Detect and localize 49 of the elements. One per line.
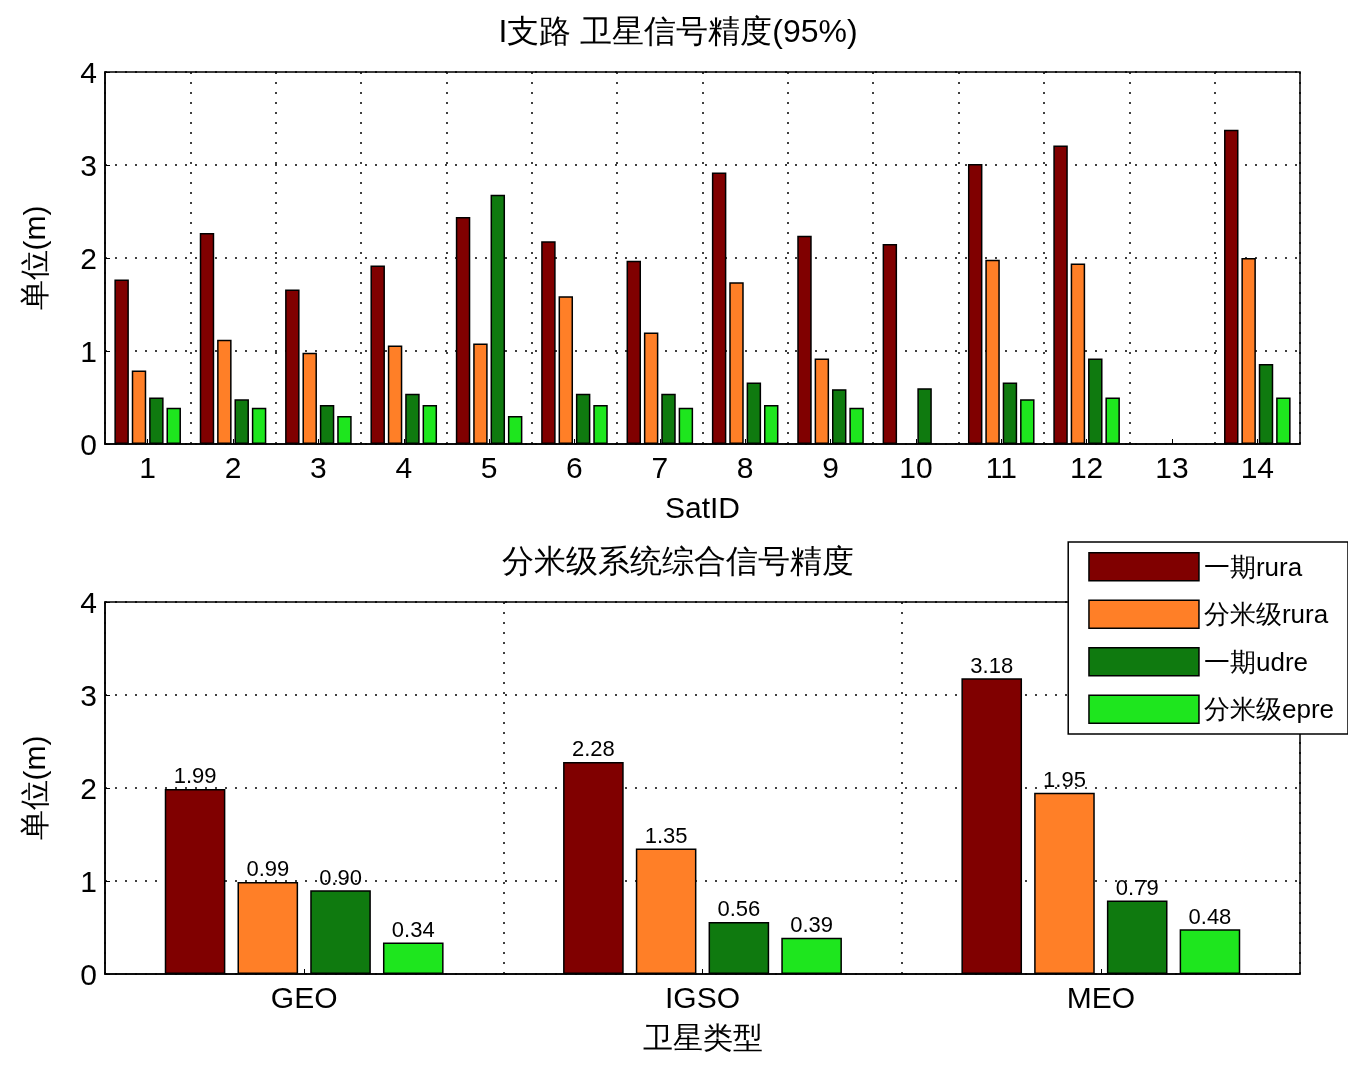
x-tick-label: 11 (985, 450, 1017, 484)
y-tick-label: 1 (80, 864, 97, 898)
x-tick-label: 4 (395, 450, 413, 484)
data-label: 1.35 (644, 822, 688, 848)
x-axis-title: SatID (664, 490, 741, 524)
y-tick-label: 4 (80, 55, 97, 89)
x-tick-label: 10 (899, 450, 933, 484)
data-label: 0.34 (391, 916, 435, 942)
chart-title: 分米级系统综合信号精度 (502, 543, 854, 579)
data-label: 0.79 (1115, 875, 1159, 901)
x-tick-label: 3 (310, 450, 327, 484)
chart-title: I支路 卫星信号精度(95%) (498, 13, 858, 49)
data-label: 0.39 (790, 912, 834, 938)
x-tick-label: 2 (224, 450, 242, 484)
x-tick-label: 12 (1069, 450, 1104, 484)
data-label: 1.99 (173, 763, 217, 789)
x-tick-label: IGSO (664, 980, 741, 1014)
legend-label: 一期rura (1203, 551, 1303, 582)
data-label: 0.99 (246, 856, 290, 882)
x-tick-label: 13 (1155, 450, 1189, 484)
data-label: 1.95 (1043, 767, 1086, 793)
x-tick-label: 5 (480, 450, 498, 484)
legend-label: 分米级rura (1203, 599, 1329, 630)
y-tick-label: 2 (80, 241, 97, 275)
x-tick-label: 14 (1240, 450, 1275, 484)
data-label: 2.28 (571, 736, 615, 762)
y-tick-label: 1 (80, 334, 97, 368)
x-tick-label: 1 (139, 450, 157, 484)
y-tick-label: 4 (80, 585, 97, 619)
legend-label: 一期udre (1203, 646, 1309, 677)
data-label: 3.18 (970, 652, 1014, 678)
legend-label: 分米级epre (1203, 694, 1335, 725)
x-tick-label: MEO (1066, 980, 1136, 1014)
data-label: 0.90 (319, 864, 362, 890)
y-tick-label: 3 (80, 678, 97, 712)
y-tick-label: 2 (80, 771, 97, 805)
x-axis-title: 卫星类型 (642, 1020, 763, 1054)
x-tick-label: 7 (651, 450, 669, 484)
x-tick-label: 8 (736, 450, 754, 484)
y-tick-label: 3 (80, 148, 97, 182)
x-tick-label: 6 (566, 450, 583, 484)
y-axis-title: 单位(m) (17, 205, 51, 311)
x-tick-label: GEO (270, 980, 338, 1014)
data-label: 0.56 (717, 896, 761, 922)
x-tick-label: 9 (822, 450, 839, 484)
data-label: 0.48 (1188, 903, 1232, 929)
y-tick-label: 0 (80, 957, 97, 991)
y-axis-title: 单位(m) (17, 735, 51, 841)
y-tick-label: 0 (80, 427, 97, 461)
